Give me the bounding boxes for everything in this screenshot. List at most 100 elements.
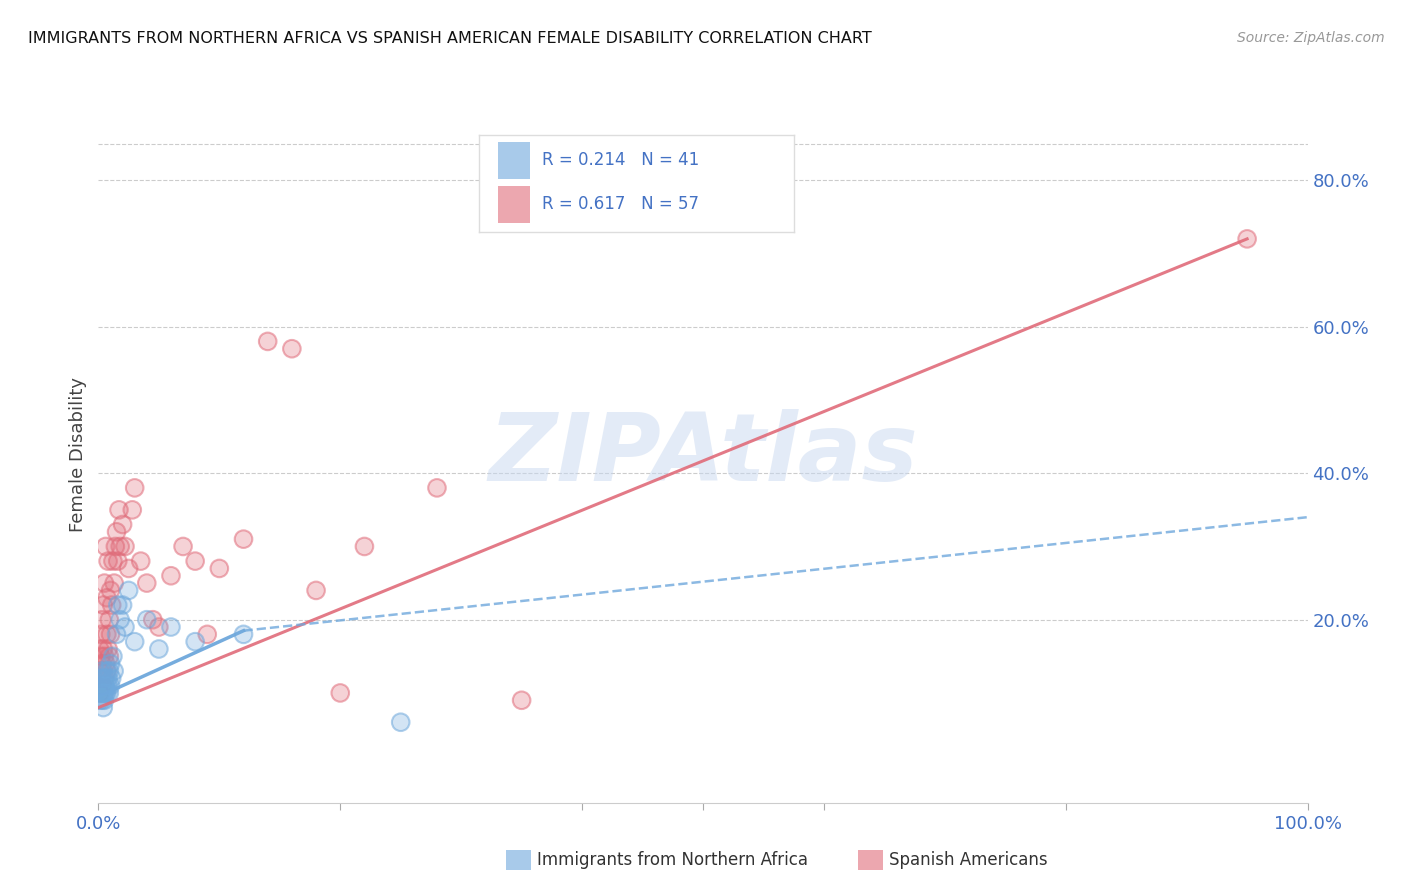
Point — [89, 686, 111, 700]
Point — [96, 686, 118, 700]
Point — [108, 503, 131, 517]
Point — [96, 591, 118, 605]
Point — [105, 627, 128, 641]
Point — [94, 686, 117, 700]
Point — [94, 671, 117, 685]
Point — [172, 540, 194, 554]
Point — [118, 583, 141, 598]
Point — [90, 671, 112, 685]
Point — [232, 532, 254, 546]
Point — [94, 540, 117, 554]
Point — [100, 657, 122, 671]
Point — [91, 693, 114, 707]
Point — [90, 671, 112, 685]
Point — [93, 649, 115, 664]
Point — [118, 561, 141, 575]
Point — [94, 679, 117, 693]
Point — [142, 613, 165, 627]
Point — [91, 671, 114, 685]
Point — [353, 540, 375, 554]
Point — [90, 686, 112, 700]
Point — [97, 642, 120, 657]
Point — [94, 657, 117, 671]
Point — [96, 664, 118, 678]
Point — [97, 679, 120, 693]
Point — [89, 686, 111, 700]
Point — [107, 554, 129, 568]
Point — [124, 481, 146, 495]
Point — [101, 554, 124, 568]
Text: Immigrants from Northern Africa: Immigrants from Northern Africa — [537, 851, 808, 869]
Point — [135, 576, 157, 591]
Point — [89, 642, 111, 657]
Point — [89, 686, 111, 700]
Point — [118, 583, 141, 598]
Point — [97, 671, 120, 685]
Point — [100, 598, 122, 612]
Point — [91, 664, 114, 678]
Text: Source: ZipAtlas.com: Source: ZipAtlas.com — [1237, 31, 1385, 45]
Point — [89, 686, 111, 700]
Point — [1236, 232, 1258, 246]
Point — [232, 627, 254, 641]
Point — [195, 627, 218, 641]
Point — [389, 715, 412, 730]
Point — [124, 634, 146, 648]
Point — [124, 634, 146, 648]
Point — [114, 620, 136, 634]
Point — [104, 540, 127, 554]
Point — [97, 671, 120, 685]
Point — [90, 627, 112, 641]
Point — [426, 481, 449, 495]
Point — [89, 664, 111, 678]
Point — [91, 598, 114, 612]
Point — [108, 540, 131, 554]
Point — [96, 591, 118, 605]
Point — [148, 620, 170, 634]
Point — [97, 679, 120, 693]
Point — [90, 671, 112, 685]
Point — [91, 700, 114, 714]
Point — [91, 700, 114, 714]
Point — [94, 540, 117, 554]
Point — [121, 503, 143, 517]
Point — [96, 664, 118, 678]
Point — [172, 540, 194, 554]
Point — [94, 679, 117, 693]
Point — [100, 671, 122, 685]
Point — [100, 679, 122, 693]
Point — [281, 342, 304, 356]
Point — [91, 686, 114, 700]
Point — [93, 693, 115, 707]
Point — [100, 657, 122, 671]
Point — [100, 583, 122, 598]
Point — [91, 664, 114, 678]
Point — [111, 598, 134, 612]
Point — [94, 671, 117, 685]
Point — [93, 679, 115, 693]
Point — [90, 671, 112, 685]
Point — [353, 540, 375, 554]
Point — [114, 540, 136, 554]
Point — [329, 686, 352, 700]
Point — [98, 613, 121, 627]
Point — [160, 620, 183, 634]
Point — [208, 561, 231, 575]
Point — [426, 481, 449, 495]
Point — [118, 561, 141, 575]
Point — [104, 540, 127, 554]
Point — [98, 649, 121, 664]
Point — [93, 576, 115, 591]
Point — [160, 620, 183, 634]
Point — [90, 627, 112, 641]
Y-axis label: Female Disability: Female Disability — [69, 377, 87, 533]
Point — [94, 686, 117, 700]
Point — [97, 554, 120, 568]
Point — [98, 613, 121, 627]
Point — [96, 627, 118, 641]
Point — [107, 598, 129, 612]
Point — [184, 634, 207, 648]
Point — [91, 693, 114, 707]
Point — [208, 561, 231, 575]
Point — [101, 649, 124, 664]
